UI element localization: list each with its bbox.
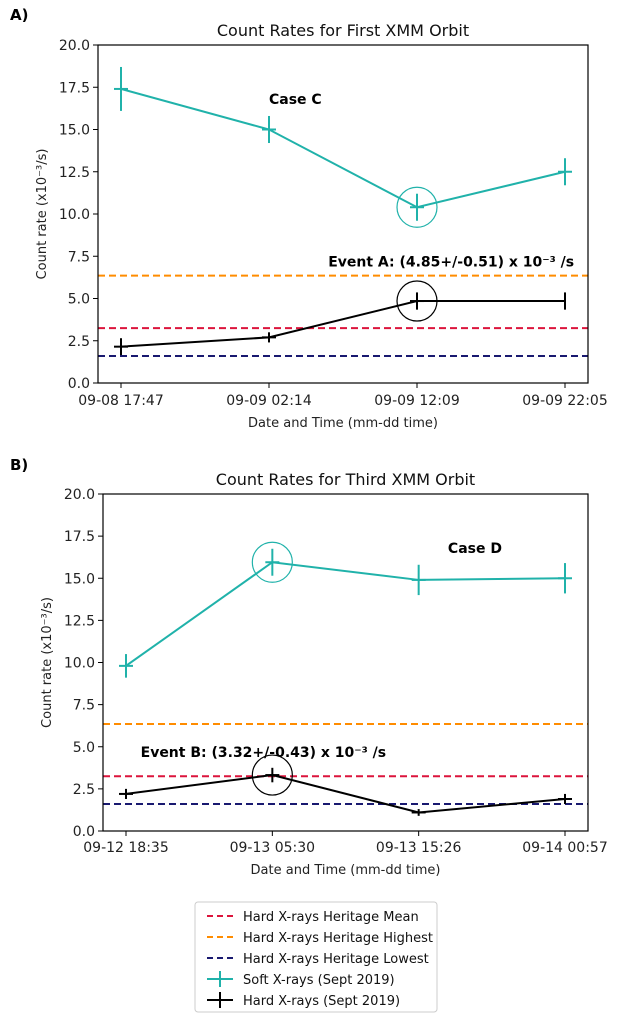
panel-label: A) (10, 6, 28, 24)
y-tick-label: 17.5 (59, 80, 90, 96)
annotation: Case C (269, 92, 322, 108)
axes-frame (102, 493, 589, 832)
highlight-circle (251, 541, 293, 583)
annotation: Event B: (3.32+/-0.43) x 10⁻³ /s (141, 745, 387, 761)
y-axis-label: Count rate (x10⁻³/s) (35, 149, 50, 280)
y-tick-label: 17.5 (64, 529, 95, 545)
y-tick-label: 7.5 (73, 698, 95, 714)
x-tick-label: 09-09 12:09 (374, 393, 459, 409)
chart-title: Count Rates for First XMM Orbit (217, 21, 469, 40)
y-tick-label: 10.0 (59, 207, 90, 223)
y-tick-label: 15.0 (64, 571, 95, 587)
series-line (125, 561, 566, 667)
y-tick-label: 15.0 (59, 123, 90, 139)
legend-label: Soft X-rays (Sept 2019) (243, 973, 395, 988)
x-tick-label: 09-13 15:26 (376, 840, 462, 856)
legend-item: Hard X-rays Heritage Highest (207, 931, 433, 946)
y-tick-label: 20.0 (59, 38, 90, 54)
legend-item: Hard X-rays Heritage Lowest (207, 952, 429, 967)
highlight-circle (396, 186, 438, 228)
y-tick-label: 12.5 (59, 165, 90, 181)
y-axis-label: Count rate (x10⁻³/s) (40, 597, 55, 728)
y-tick-label: 7.5 (68, 249, 90, 265)
panel-a: A) Count Rates for First XMM Orbit Case C E… (10, 6, 608, 431)
y-tick-label: 0.0 (73, 824, 95, 840)
annotation: Case D (448, 541, 502, 557)
x-tick-label: 09-09 22:05 (522, 393, 607, 409)
x-axis-label: Date and Time (mm-dd time) (248, 416, 438, 431)
annotation: Event A: (4.85+/-0.51) x 10⁻³ /s (328, 254, 574, 270)
legend-label: Hard X-rays (Sept 2019) (243, 994, 400, 1009)
series-line (120, 87, 566, 209)
y-tick-label: 0.0 (68, 376, 90, 392)
highlight-circle (396, 280, 438, 322)
legend-label: Hard X-rays Heritage Highest (243, 931, 433, 946)
legend-item: Soft X-rays (Sept 2019) (207, 971, 395, 988)
y-tick-label: 20.0 (64, 487, 95, 503)
y-tick-label: 2.5 (73, 782, 95, 798)
x-tick-label: 09-14 00:57 (522, 840, 607, 856)
x-tick-label: 09-13 05:30 (230, 840, 315, 856)
series-line (125, 774, 566, 814)
y-tick-label: 10.0 (64, 656, 95, 672)
legend-item: Hard X-rays (Sept 2019) (207, 992, 400, 1009)
legend: Hard X-rays Heritage Mean Hard X-rays Her… (194, 901, 438, 1013)
y-tick-label: 2.5 (68, 334, 90, 350)
x-tick-label: 09-09 02:14 (226, 393, 312, 409)
y-tick-label: 5.0 (73, 740, 95, 756)
panel-b: B) Count Rates for Third XMM Orbit Case D E… (10, 456, 608, 878)
y-tick-label: 5.0 (68, 292, 90, 308)
y-tick-label: 12.5 (64, 613, 95, 629)
legend-box (194, 901, 438, 1013)
x-tick-label: 09-08 17:47 (78, 393, 163, 409)
legend-item: Hard X-rays Heritage Mean (207, 910, 419, 925)
panel-label: B) (10, 456, 28, 474)
legend-label: Hard X-rays Heritage Mean (243, 910, 419, 925)
highlight-circle (251, 754, 293, 796)
chart-title: Count Rates for Third XMM Orbit (216, 470, 475, 489)
axes-frame (97, 44, 589, 384)
x-tick-label: 09-12 18:35 (83, 840, 168, 856)
series-line (120, 300, 565, 348)
legend-label: Hard X-rays Heritage Lowest (243, 952, 429, 967)
x-axis-label: Date and Time (mm-dd time) (251, 863, 441, 878)
